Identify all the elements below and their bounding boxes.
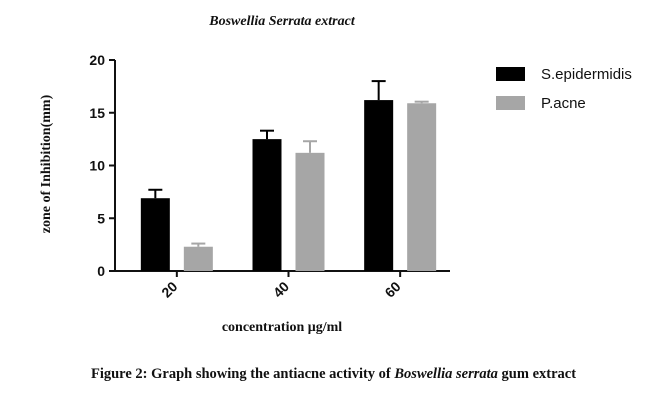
bar [140,198,170,271]
legend-label: S.epidermidis [541,66,632,83]
legend-swatch [496,96,525,110]
chart-title: Boswellia Serrata extract [208,14,356,29]
y-axis-title: zone of Inhibition(mm) [39,94,54,233]
bar [252,139,282,271]
caption-species: Boswellia serrata [394,366,498,382]
caption-suffix: gum extract [497,366,577,382]
x-axis-title: concentration μg/ml [222,320,342,335]
x-tick-label: 60 [381,278,403,300]
bars [140,80,437,271]
bar [407,103,437,271]
x-tick-label: 40 [270,278,292,300]
bar [183,246,213,271]
axes: 0 5 10 15 20 20 40 60 [89,52,450,301]
caption-prefix: Figure 2: Graph showing the antiacne act… [90,366,395,382]
y-tick-label: 5 [97,210,105,226]
legend: S.epidermidis P.acne [496,66,632,112]
x-tick-label: 20 [158,278,180,300]
legend-swatch [496,67,525,81]
legend-label: P.acne [541,95,586,112]
bar [295,152,325,271]
y-tick-label: 15 [89,105,105,121]
y-tick-label: 20 [89,52,105,68]
y-tick-label: 10 [89,158,105,174]
y-tick-label: 0 [97,263,105,279]
bar [364,100,394,271]
figure-caption: Figure 2: Graph showing the antiacne act… [0,366,667,383]
